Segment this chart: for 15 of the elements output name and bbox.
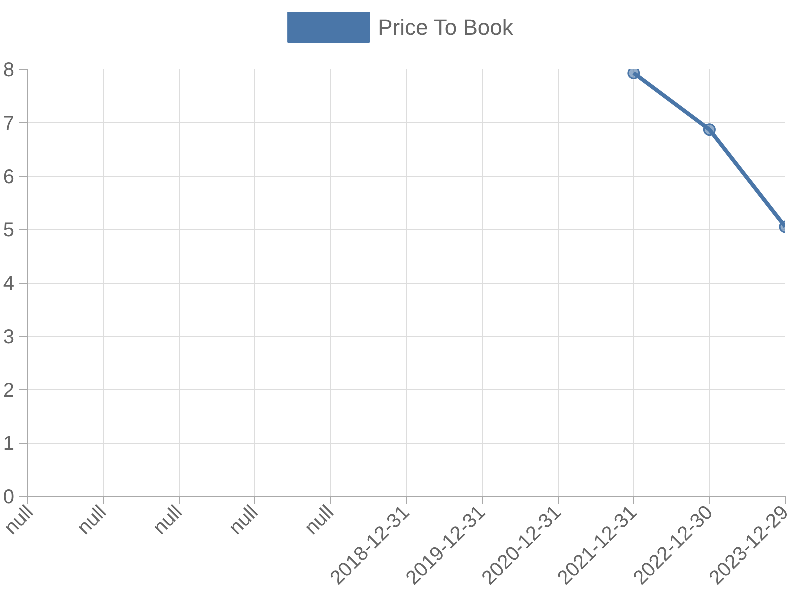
legend-label: Price To Book: [378, 15, 514, 40]
y-tick-label: 7: [3, 112, 14, 135]
y-tick-label: 3: [3, 326, 14, 348]
y-tick-label: 1: [3, 433, 14, 456]
y-tick-label: 2: [3, 380, 14, 402]
y-tick-label: 8: [3, 60, 14, 82]
x-tick-label: null: [149, 502, 187, 540]
y-tick-label: 6: [3, 166, 14, 188]
point: [703, 124, 716, 136]
x-tick-label: null: [225, 502, 263, 540]
y-tick-label: 5: [3, 220, 14, 242]
y-tick-label: 4: [3, 273, 14, 295]
y-tick-label: 0: [3, 486, 14, 508]
x-tick-label: null: [74, 502, 112, 540]
point: [628, 70, 640, 80]
